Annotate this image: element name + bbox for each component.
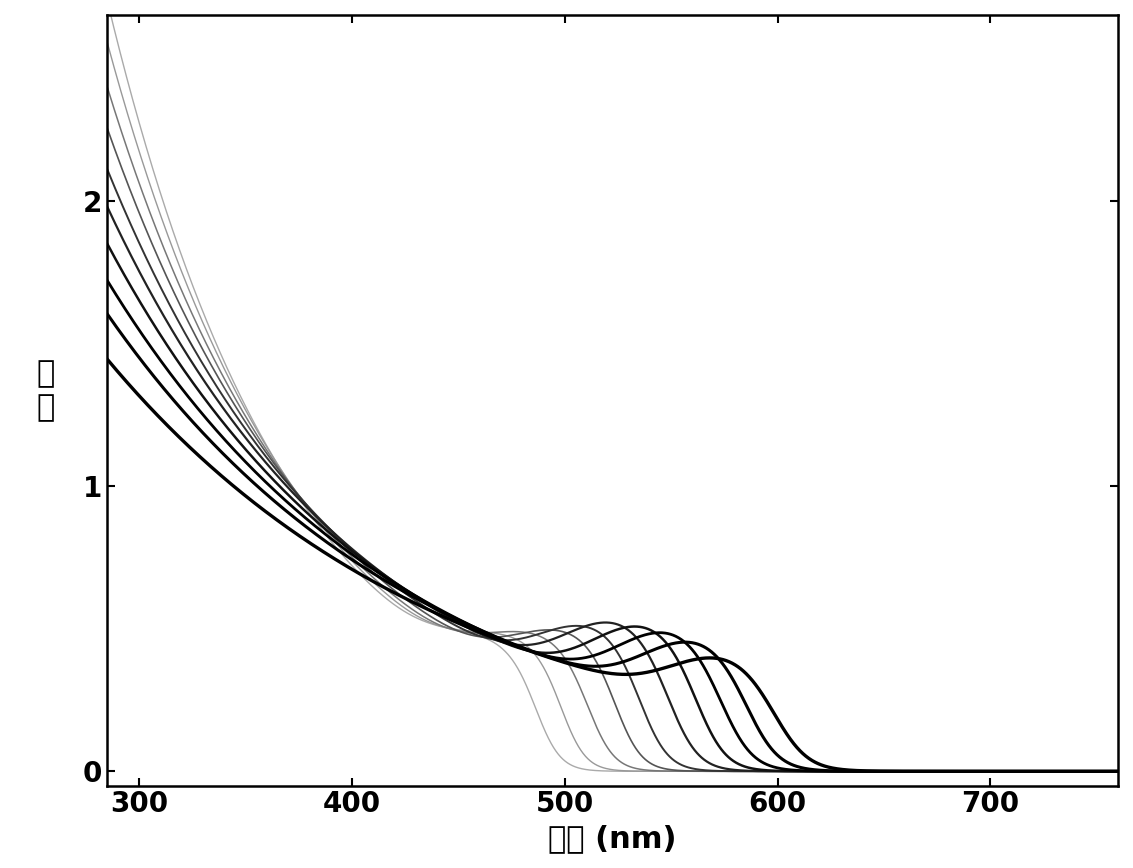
Text: 吸
收: 吸 收 <box>36 359 54 422</box>
X-axis label: 波长 (nm): 波长 (nm) <box>548 824 676 853</box>
